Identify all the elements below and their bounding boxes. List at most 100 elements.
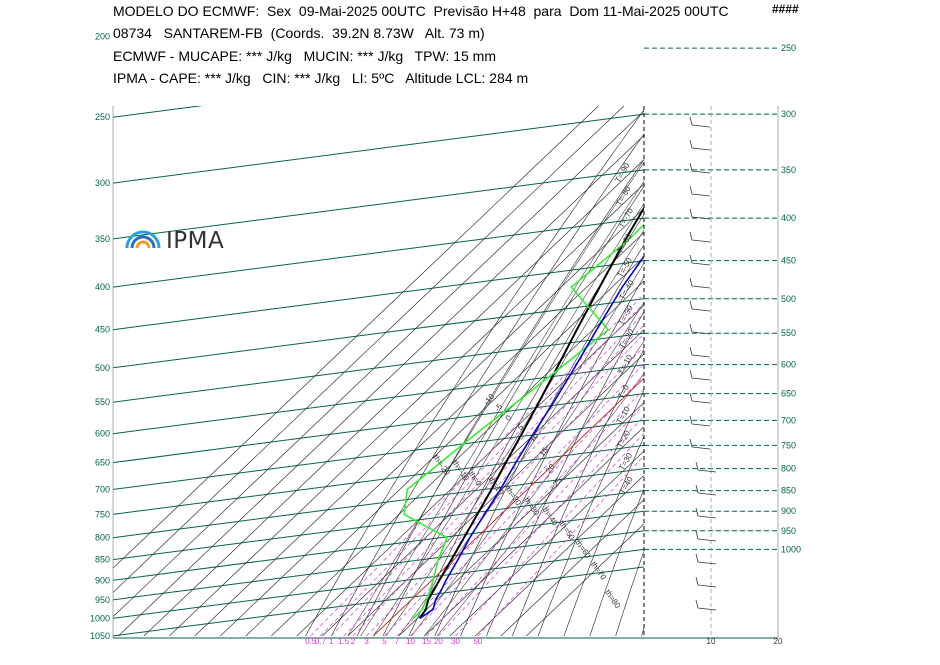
mixing-ratio-tick-label: 7	[395, 637, 400, 646]
wind-barb-flag-icon	[695, 576, 699, 586]
dry-adiabat-line	[382, 185, 644, 637]
wind-barb-flag-icon	[689, 116, 693, 126]
isotherm-lines	[113, 106, 644, 637]
wind-barb-flag-icon	[695, 461, 699, 471]
isotherm-line	[449, 450, 644, 637]
mixing-ratio-tick-label: 50	[473, 637, 482, 646]
isotherm-line	[424, 426, 644, 637]
temperature-profile-line	[419, 255, 644, 620]
isotherm-line	[500, 499, 644, 637]
dry-adiabat-label: th=60	[573, 538, 592, 560]
isobar-line	[113, 548, 644, 619]
isotherm-line	[373, 377, 644, 637]
sounding-profiles	[403, 206, 644, 620]
wind-barb-icon	[697, 469, 717, 473]
isobar-label-right: 400	[781, 213, 796, 223]
isotherm-label: T=-30	[617, 303, 636, 326]
wind-barb-icon	[691, 446, 711, 450]
wind-barb-icon	[691, 216, 711, 220]
dry-adiabat-line	[563, 435, 644, 637]
header-ipma-indices: IPMA - CAPE: *** J/kg CIN: *** J/kg LI: …	[113, 70, 529, 86]
isotherm-line	[169, 183, 644, 637]
header-model-run: MODELO DO ECMWF: Sex 09-Mai-2025 00UTC P…	[113, 3, 729, 19]
isobar-line	[113, 298, 644, 369]
isobar-line	[113, 113, 644, 184]
mixing-ratio-line	[410, 388, 644, 637]
isobar-line	[113, 566, 644, 637]
mixing-ratio-line	[310, 293, 644, 637]
isobar-label-left: 550	[95, 397, 110, 407]
mixing-ratio-tick-label: 0.5	[305, 637, 317, 646]
mixing-ratio-line	[320, 302, 644, 637]
dry-adiabat-label: th=70	[589, 560, 608, 582]
parcel-profile-line	[418, 206, 644, 619]
isobar-label-right: 350	[781, 165, 796, 175]
mixing-ratio-line	[455, 432, 644, 637]
wind-barb-icon	[691, 331, 711, 335]
wind-barb-flag-icon	[689, 231, 693, 241]
isobar-line	[113, 444, 644, 515]
dewpoint-profile-line	[403, 223, 644, 619]
dry-adiabat-line	[615, 550, 644, 637]
wind-barb-icon	[691, 285, 711, 289]
isobar-line	[113, 490, 644, 561]
isotherm-line	[220, 232, 644, 637]
wind-barb-icon	[691, 308, 711, 312]
isobar-line	[113, 393, 644, 464]
dry-adiabat-label: th=80	[603, 588, 622, 610]
moist-adiabat-line	[360, 180, 644, 637]
moist-adiabat-label: 15	[537, 445, 550, 458]
isobar-label-right: 900	[781, 506, 796, 516]
wind-barb-icon	[691, 354, 711, 358]
wind-barb-icon	[697, 492, 717, 496]
wind-barb-flag-icon	[689, 208, 693, 218]
isotherm-line	[271, 280, 644, 637]
wind-barb-icon	[691, 170, 711, 174]
isobar-label-left: 950	[95, 595, 110, 605]
mixing-ratio-line	[366, 346, 644, 637]
mixing-ratio-line	[343, 324, 644, 637]
isobar-label-left: 700	[95, 484, 110, 494]
wind-barb-icon	[691, 423, 711, 427]
isobar-label-right: 700	[781, 415, 796, 425]
isobar-label-right: 750	[781, 440, 796, 450]
isobar-label-left: 300	[95, 178, 110, 188]
isotherm-label: T=-20	[617, 327, 636, 350]
wind-barb-icon	[697, 515, 717, 519]
header-station: 08734 SANTAREM-FB (Coords. 39.2N 8.73W A…	[113, 25, 485, 41]
isobar-line	[113, 260, 644, 331]
mixing-ratio-lines	[310, 293, 644, 637]
isobar-line	[113, 332, 644, 403]
moist-adiabat-line	[436, 372, 644, 637]
wind-barb-icon	[697, 561, 717, 565]
wind-barb-flag-icon	[695, 507, 699, 517]
mixing-ratio-line	[396, 375, 644, 637]
isobar-label-right: 450	[781, 256, 796, 266]
mixing-ratio-tick-label: 3	[364, 637, 369, 646]
isobar-line	[113, 0, 644, 37]
isobar-label-right: 1000	[781, 544, 801, 554]
wind-barb-icon	[691, 147, 711, 151]
dry-adiabat-line	[589, 488, 644, 637]
wind-barb-flag-icon	[689, 323, 693, 333]
dry-adiabat-line	[719, 0, 940, 636]
isobar-line	[113, 510, 644, 581]
mixing-ratio-tick-label: 2	[351, 637, 356, 646]
isobar-label-left: 250	[95, 112, 110, 122]
isotherm-line	[194, 207, 644, 637]
dry-adiabat-line	[434, 244, 644, 637]
isotherm-line	[475, 474, 644, 637]
isobar-label-right: 600	[781, 360, 796, 370]
dry-adiabat-line	[408, 214, 644, 637]
mixing-ratio-line	[330, 312, 644, 637]
mixing-ratio-tick-label: 1.5	[338, 637, 350, 646]
isotherm-label: T=-90	[613, 161, 632, 184]
dry-adiabat-line	[331, 133, 644, 637]
zero-isotherm-line	[373, 377, 644, 637]
wind-barb-icon	[691, 377, 711, 381]
isotherm-label: T=-80	[614, 184, 633, 207]
mixing-ratio-tick-label: 10	[406, 637, 415, 646]
isotherm-line	[113, 106, 599, 569]
moist-adiabat-label: 20	[544, 462, 557, 475]
